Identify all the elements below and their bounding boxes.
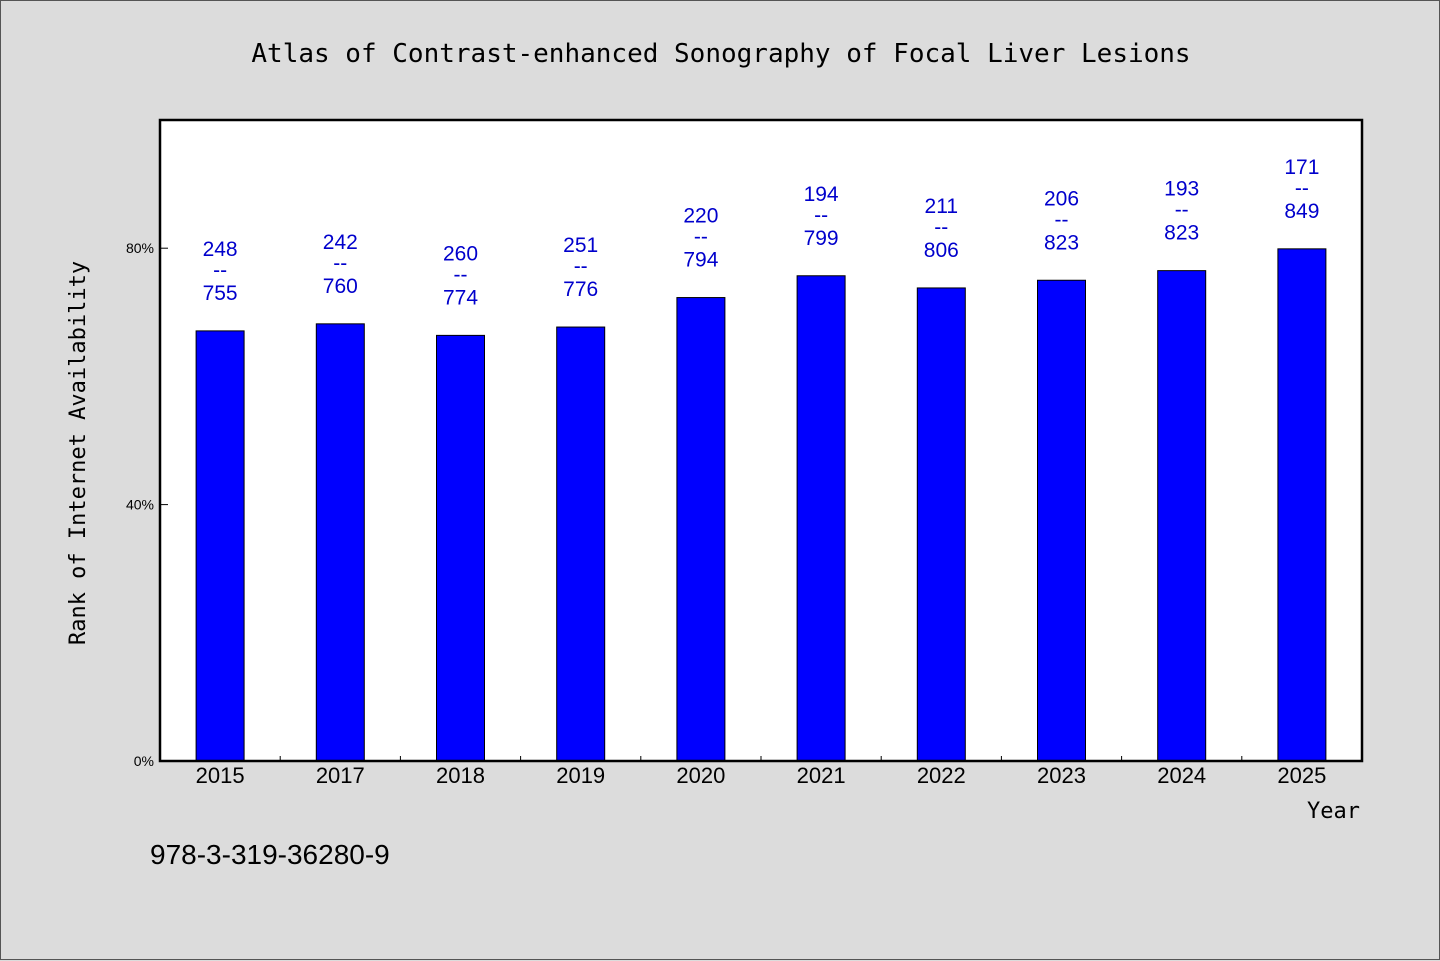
data-label: -- bbox=[1055, 208, 1069, 231]
data-label: -- bbox=[694, 226, 708, 249]
bar bbox=[315, 323, 365, 762]
data-label: 248 bbox=[203, 238, 238, 261]
data-label: 251 bbox=[563, 234, 598, 257]
data-label: 220 bbox=[683, 205, 718, 228]
x-tick-label: 2017 bbox=[316, 763, 365, 788]
data-label: -- bbox=[934, 216, 948, 239]
x-tick-label: 2024 bbox=[1157, 763, 1206, 788]
plot-border bbox=[158, 118, 1364, 763]
isbn-text: 978-3-319-36280-9 bbox=[150, 839, 390, 870]
x-tick-label: 2015 bbox=[196, 763, 245, 788]
bar bbox=[436, 334, 485, 762]
data-label: -- bbox=[333, 252, 347, 275]
data-label: -- bbox=[213, 259, 227, 282]
data-label: 823 bbox=[1164, 222, 1199, 245]
chart-title: Atlas of Contrast-enhanced Sonography of… bbox=[251, 39, 1190, 69]
data-label: 193 bbox=[1164, 178, 1199, 201]
bar bbox=[676, 297, 726, 762]
data-label: 823 bbox=[1044, 231, 1079, 254]
data-label: 755 bbox=[203, 282, 238, 305]
x-tick-label: 2022 bbox=[917, 763, 966, 788]
x-tick-label: 2023 bbox=[1037, 763, 1086, 788]
data-label: 242 bbox=[323, 231, 358, 254]
y-tick-label: 80% bbox=[126, 240, 154, 256]
bar bbox=[195, 330, 245, 762]
data-label: -- bbox=[1295, 177, 1309, 200]
data-label: 776 bbox=[563, 278, 598, 301]
bar bbox=[796, 275, 846, 762]
x-tick-label: 2025 bbox=[1277, 763, 1326, 788]
data-label: 171 bbox=[1284, 156, 1319, 179]
bar bbox=[1037, 279, 1086, 762]
data-label: -- bbox=[1175, 199, 1189, 222]
x-tick-label: 2020 bbox=[676, 763, 725, 788]
data-label: 260 bbox=[443, 242, 478, 265]
data-label: 849 bbox=[1284, 200, 1319, 223]
data-label: 794 bbox=[683, 249, 718, 272]
data-label: 194 bbox=[804, 183, 839, 206]
axis-ticks-layer: 2015 2017 2018 2019 2020 2021 2022 2023 2024 2025… bbox=[126, 240, 1326, 788]
y-tick-label: 0% bbox=[134, 753, 154, 769]
data-labels-layer: 248--755242--760260--774251--776220--794… bbox=[203, 156, 1320, 310]
bar bbox=[916, 287, 966, 762]
data-label: 806 bbox=[924, 239, 959, 262]
y-tick-label: 40% bbox=[126, 497, 154, 513]
x-tick-label: 2021 bbox=[797, 763, 846, 788]
x-axis-label: Year bbox=[1307, 799, 1360, 824]
data-label: -- bbox=[454, 263, 468, 286]
data-label: 760 bbox=[323, 275, 358, 298]
x-tick-label: 2018 bbox=[436, 763, 485, 788]
bar bbox=[556, 326, 606, 762]
bar bbox=[1277, 248, 1327, 762]
bar bbox=[1157, 270, 1207, 762]
data-label: -- bbox=[574, 255, 588, 278]
data-label: -- bbox=[814, 204, 828, 227]
x-tick-label: 2019 bbox=[556, 763, 605, 788]
data-label: 799 bbox=[804, 227, 839, 250]
data-label: 206 bbox=[1044, 187, 1079, 210]
data-label: 211 bbox=[925, 195, 958, 218]
data-label: 774 bbox=[443, 286, 478, 309]
bars-layer bbox=[195, 248, 1327, 762]
y-axis-label: Rank of Internet Availability bbox=[66, 261, 91, 645]
